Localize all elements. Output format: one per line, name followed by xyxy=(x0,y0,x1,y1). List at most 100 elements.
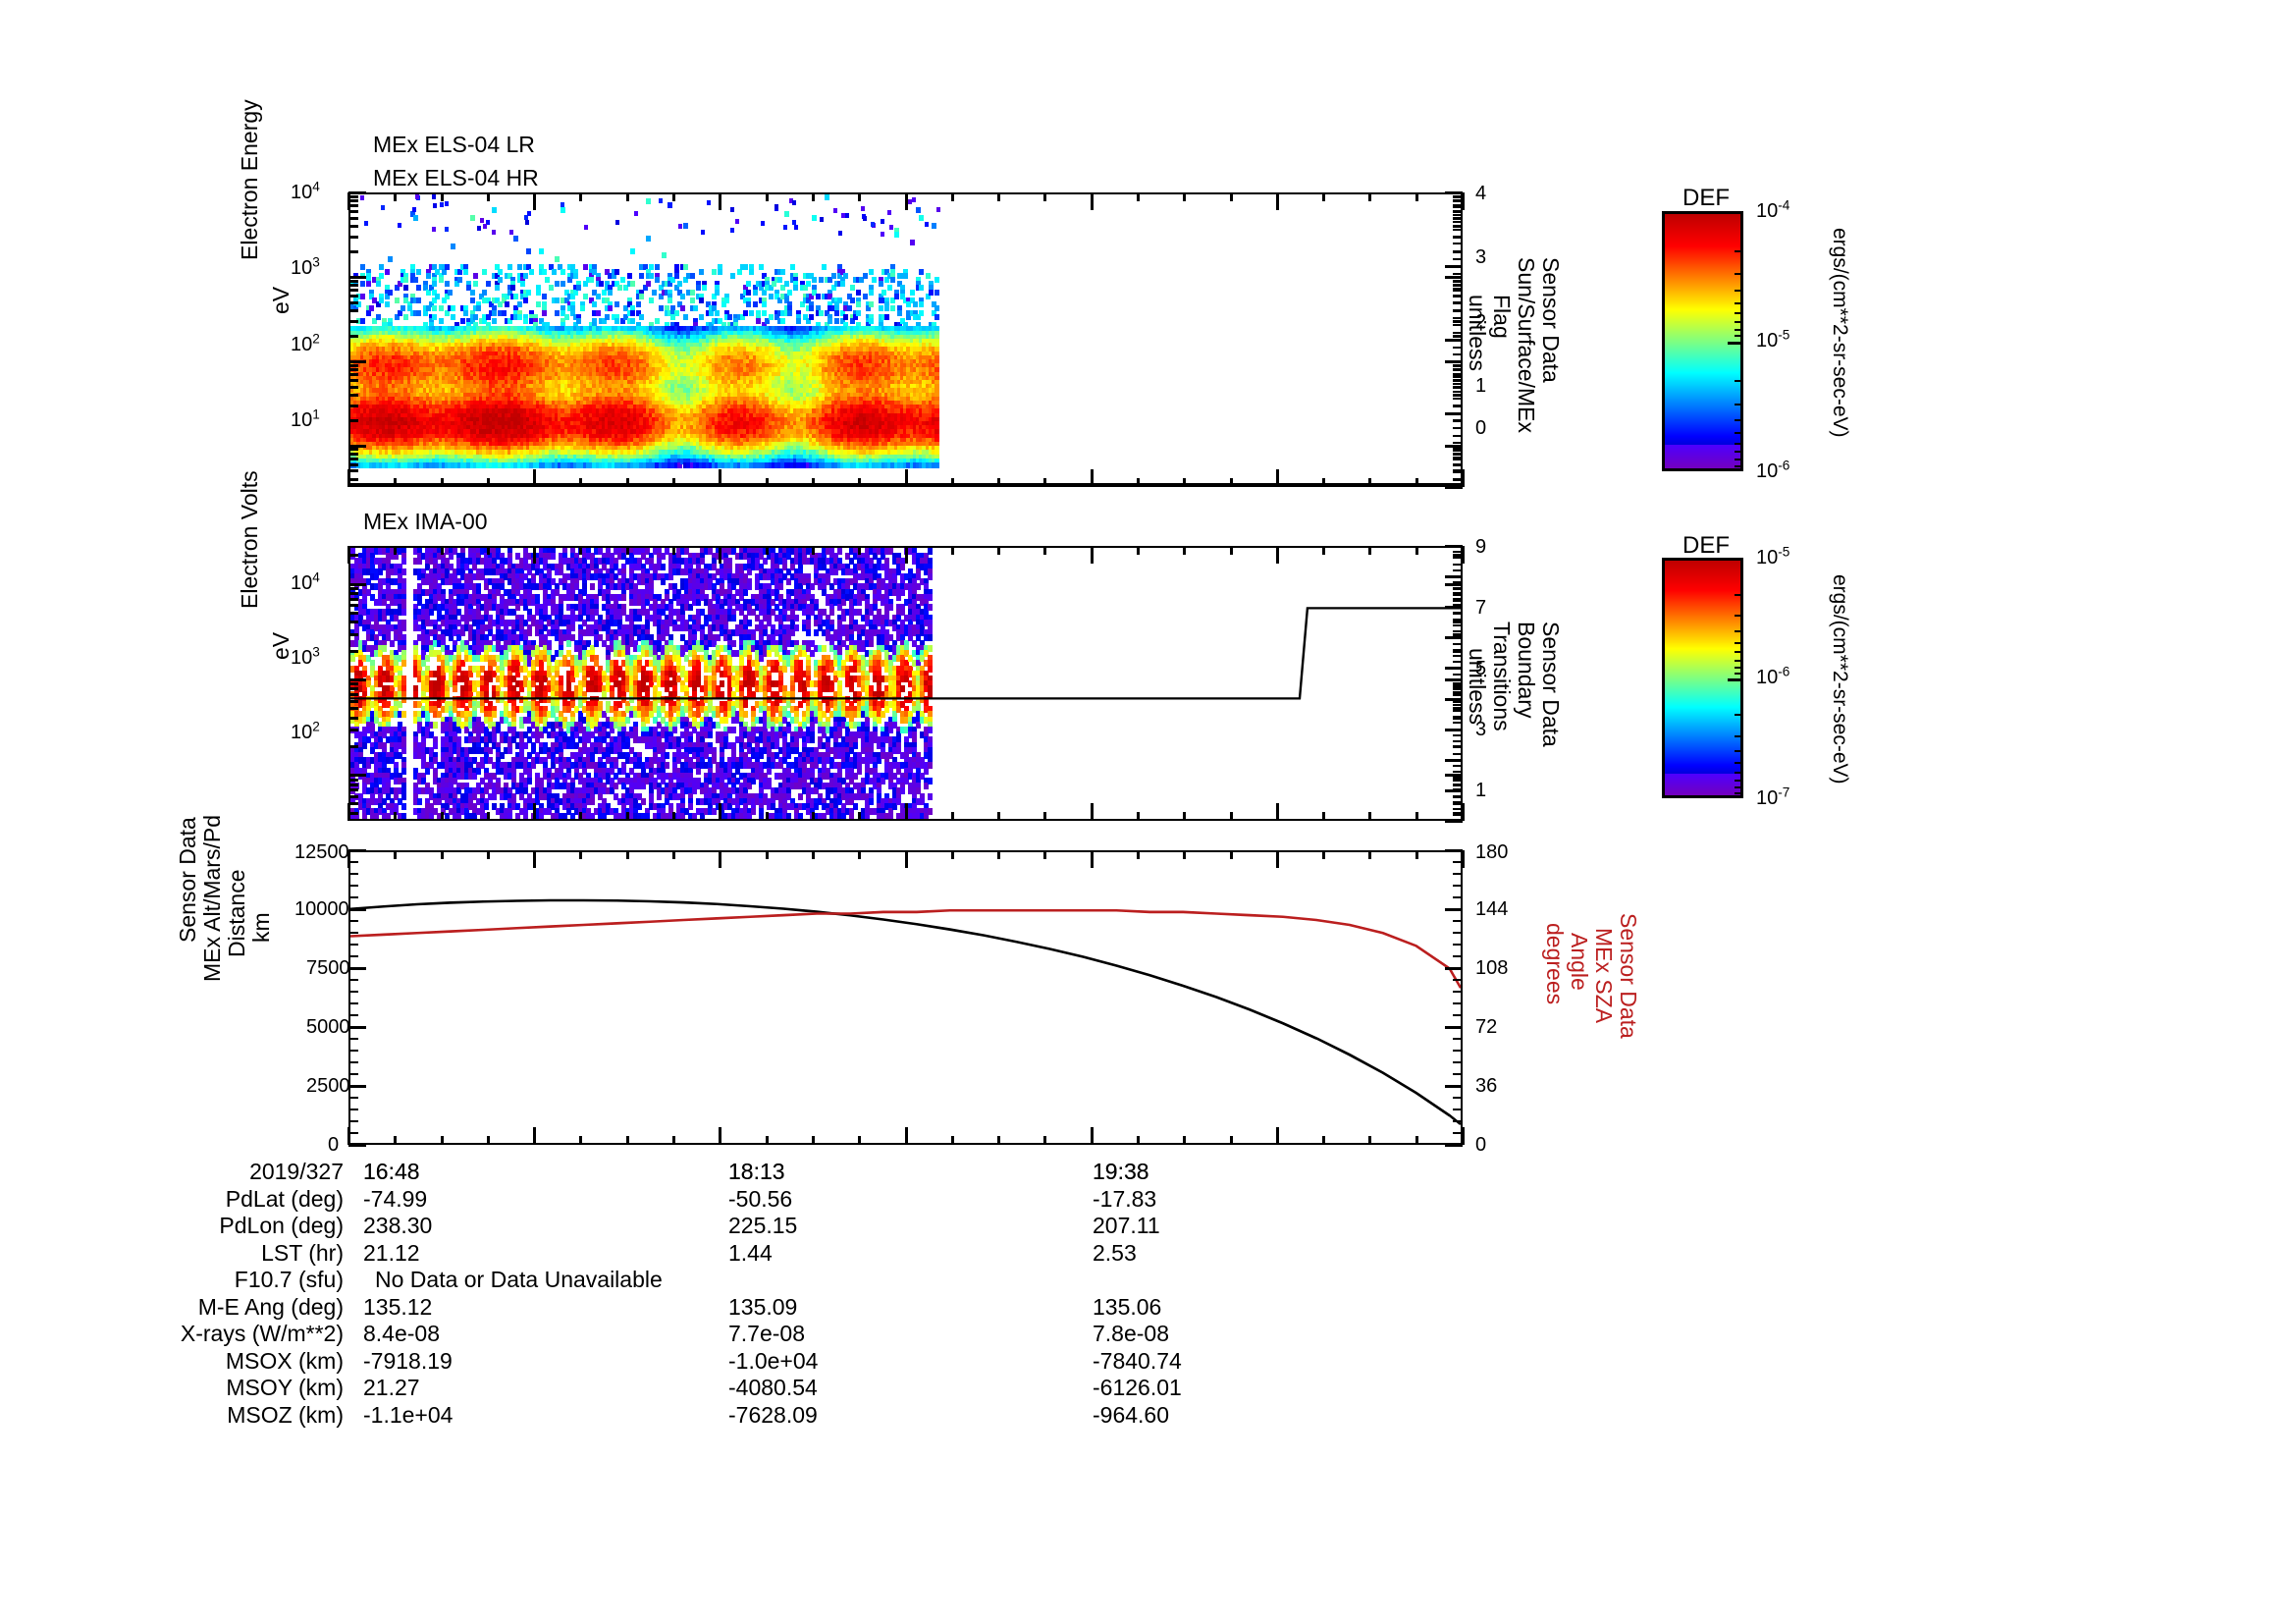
ytick-major xyxy=(348,276,366,279)
panel1-right-axis-label-4: unitless xyxy=(1465,295,1490,371)
right-ytick xyxy=(1453,317,1463,319)
panel3-ytick-right xyxy=(1453,873,1463,875)
footer-row-label: 2019/327 xyxy=(249,1159,344,1184)
xtick-top xyxy=(487,546,490,555)
colorbar-tick xyxy=(1735,335,1743,337)
ytick-major xyxy=(348,360,366,363)
colorbar-tick xyxy=(1728,211,1743,214)
colorbar1-top-label: 10-4 xyxy=(1756,197,1790,222)
panel3-ytick-right xyxy=(1453,955,1463,957)
panel3-ytick-right xyxy=(1453,1073,1463,1075)
xtick-bottom xyxy=(812,812,815,821)
ytick-major xyxy=(1453,604,1463,607)
panel3-ytick-left xyxy=(348,1026,366,1029)
xtick-top xyxy=(1230,850,1233,859)
panel2-series-label: MEx IMA-00 xyxy=(363,509,488,534)
ytick-major xyxy=(1453,373,1463,376)
panel3-right-ytick-108: 108 xyxy=(1475,957,1509,979)
xtick-bottom xyxy=(394,812,397,821)
colorbar1-units: ergs/(cm**2-sr-sec-eV) xyxy=(1829,228,1851,438)
panel3-ytick-left xyxy=(348,1085,366,1088)
xtick-bottom xyxy=(347,469,350,487)
panel3-ytick-left xyxy=(348,896,358,898)
xtick-top xyxy=(1415,192,1418,201)
panel3-ytick-right xyxy=(1453,1050,1463,1052)
colorbar-tick xyxy=(1735,419,1743,421)
panel1-series-label-lr: MEx ELS-04 LR xyxy=(373,132,535,157)
panel3-right-axis-label-3: Angle xyxy=(1567,933,1592,991)
colorbar2-mid-label: 10-6 xyxy=(1756,664,1790,688)
ytick-major xyxy=(348,445,366,448)
colorbar-tick xyxy=(1735,380,1743,382)
right-ytick xyxy=(1453,753,1463,755)
right-ytick xyxy=(1453,624,1463,626)
panel2-right-ytick-1: 1 xyxy=(1475,780,1487,801)
right-ytick xyxy=(1453,427,1463,429)
xtick-top xyxy=(719,850,721,868)
right-ytick xyxy=(1453,801,1463,803)
ytick-major xyxy=(348,289,358,292)
panel3-ytick-left xyxy=(348,1002,358,1004)
footer-row-label: MSOY (km) xyxy=(226,1375,344,1400)
ytick-major xyxy=(348,788,358,791)
ytick-major xyxy=(1445,445,1463,448)
ytick-major xyxy=(348,373,358,376)
xtick-top xyxy=(812,546,815,555)
xtick-bottom xyxy=(1322,478,1325,487)
right-ytick xyxy=(1445,667,1463,670)
panel3-ytick-12500: 12500 xyxy=(294,841,349,863)
xtick-top xyxy=(766,546,769,555)
panel3-ytick-left xyxy=(348,1038,358,1040)
right-ytick xyxy=(1453,332,1463,334)
colorbar-tick xyxy=(1735,432,1743,434)
ytick-major xyxy=(348,784,358,786)
right-ytick xyxy=(1453,808,1463,810)
panel1-series-label-hr: MEx ELS-04 HR xyxy=(373,165,539,190)
xtick-bottom xyxy=(533,803,536,821)
right-ytick xyxy=(1453,784,1463,785)
panel3-ytick-right xyxy=(1453,896,1463,898)
ytick-major xyxy=(1453,779,1463,782)
panel1-ytick-1e3: 103 xyxy=(291,254,320,279)
xtick-bottom xyxy=(579,812,582,821)
ytick-major xyxy=(348,729,358,731)
right-ytick xyxy=(1453,199,1463,201)
ytick-major xyxy=(348,309,358,312)
xtick-top xyxy=(347,546,350,564)
colorbar-tick xyxy=(1735,630,1743,632)
right-ytick xyxy=(1453,243,1463,244)
footer-cell: -7840.74 xyxy=(1093,1348,1182,1374)
xtick-bottom xyxy=(951,812,954,821)
xtick-top xyxy=(1462,850,1465,868)
xtick-bottom xyxy=(441,812,444,821)
ytick-major xyxy=(1453,204,1463,207)
panel2-ytick-1e2: 102 xyxy=(291,719,320,743)
right-ytick xyxy=(1453,685,1463,687)
xtick-bottom xyxy=(997,1136,1000,1145)
xtick-top xyxy=(997,850,1000,859)
xtick-top xyxy=(441,192,444,201)
panel3-ytick-right xyxy=(1453,1038,1463,1040)
xtick-top xyxy=(672,546,675,555)
ytick-major xyxy=(1445,276,1463,279)
right-ytick xyxy=(1445,789,1463,792)
panel3-ytick-0: 0 xyxy=(328,1134,340,1156)
xtick-top xyxy=(1322,850,1325,859)
xtick-top xyxy=(533,850,536,868)
panel3-ytick-right xyxy=(1453,920,1463,922)
ytick-major xyxy=(348,587,358,590)
xtick-bottom xyxy=(1230,1136,1233,1145)
panel2-right-axis-label-1: Sensor Data xyxy=(1538,622,1564,747)
right-ytick xyxy=(1453,361,1463,363)
right-ytick xyxy=(1453,655,1463,657)
ytick-major xyxy=(348,779,358,782)
ytick-major xyxy=(348,405,358,407)
colorbar-tick xyxy=(1735,312,1743,314)
panel3-right-ytick-36: 36 xyxy=(1475,1075,1498,1097)
ytick-major xyxy=(1453,650,1463,653)
colorbar-tick xyxy=(1735,750,1743,752)
xtick-bottom xyxy=(1137,478,1140,487)
xtick-top xyxy=(441,546,444,555)
colorbar-tick xyxy=(1735,642,1743,644)
footer-cell: 207.11 xyxy=(1093,1213,1160,1238)
